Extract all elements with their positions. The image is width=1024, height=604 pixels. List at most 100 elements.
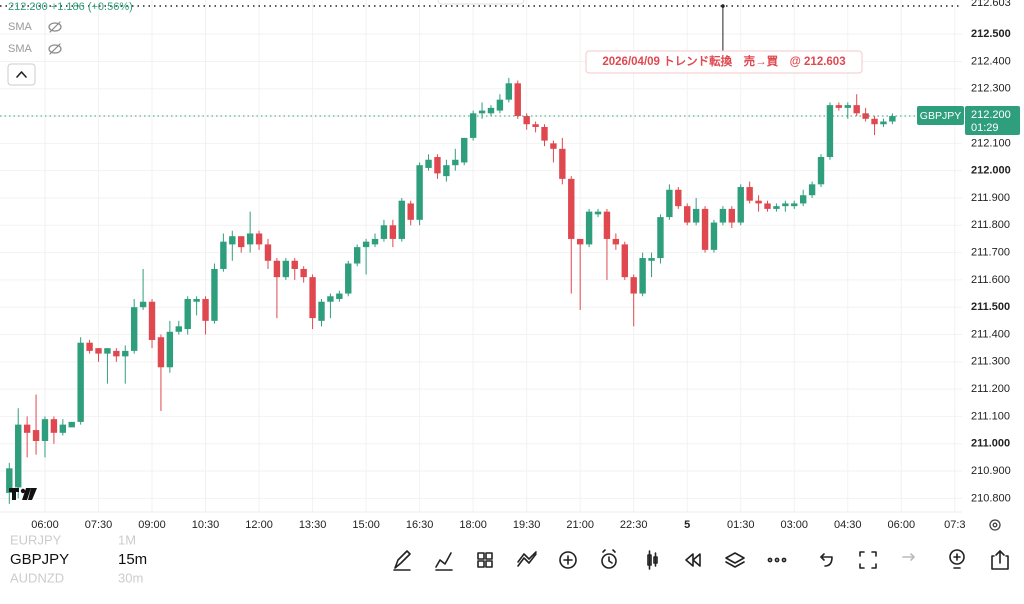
undo-tool[interactable]: [820, 553, 833, 567]
indicators-tool[interactable]: [435, 552, 453, 571]
candle-body: [505, 83, 513, 100]
candle-body: [425, 159, 432, 168]
symbol-name[interactable]: GBPJPY: [10, 551, 69, 568]
candle-body: [220, 241, 227, 269]
candle-body: [871, 118, 878, 125]
chart-area: 210.800 210.900 211.000 211.100 211.200 211.3…: [0, 0, 1024, 531]
candle-body: [122, 350, 129, 357]
candle-body: [594, 211, 602, 215]
add-tool[interactable]: [559, 551, 577, 569]
symbol-name[interactable]: EURJPY: [10, 532, 62, 547]
candle-body: [496, 99, 504, 111]
layers-tool[interactable]: [725, 552, 745, 568]
redo-tool[interactable]: [902, 553, 915, 561]
candle-body: [639, 258, 646, 294]
y-tick-label: 212.300: [971, 83, 1011, 95]
replay-tool[interactable]: [685, 553, 701, 567]
y-tick-label: 211.900: [971, 192, 1010, 204]
candle-body: [612, 238, 620, 245]
candle-body: [130, 307, 138, 351]
candle-body: [523, 116, 530, 125]
alert-tool[interactable]: [601, 549, 617, 569]
candle-body: [166, 331, 174, 368]
symbol-name[interactable]: AUDNZD: [10, 570, 64, 585]
y-tick-label: 211.300: [971, 356, 1010, 368]
more-tool[interactable]: [767, 557, 787, 563]
compare-tool[interactable]: [517, 551, 537, 567]
candle-body: [799, 195, 807, 204]
price-scale: [962, 0, 1024, 512]
indicator-label[interactable]: SMA: [8, 21, 33, 33]
candle-body: [380, 225, 388, 239]
x-tick-label: 03:00: [780, 519, 808, 531]
indicator-label[interactable]: SMA: [8, 43, 33, 55]
x-tick-label: 01:30: [727, 519, 755, 531]
signal-box: [585, 50, 863, 74]
candle-body: [853, 105, 860, 114]
candle-body: [77, 342, 84, 422]
hide-icon[interactable]: [48, 21, 62, 33]
chart-type-tool[interactable]: [647, 550, 658, 570]
y-tick-label: 211.000: [971, 438, 1010, 450]
symbol-interval[interactable]: 1M: [118, 532, 136, 547]
x-tick-label: 06:00: [31, 519, 59, 531]
x-tick-label: 07:30: [85, 519, 113, 531]
candle-body: [585, 211, 593, 245]
candle-body: [808, 184, 816, 196]
candle-body: [416, 165, 423, 220]
layout-tool[interactable]: [477, 552, 493, 568]
symbol-interval[interactable]: 15m: [118, 551, 147, 568]
candle-body: [193, 299, 200, 302]
candle-body: [95, 348, 102, 354]
candle-body: [32, 430, 40, 442]
candle-body: [710, 222, 718, 250]
candle-body: [461, 137, 468, 163]
candle-body: [23, 424, 31, 433]
candle-body: [353, 247, 361, 264]
candle-body: [621, 244, 628, 278]
candle-body: [746, 187, 753, 201]
y-tick-label: 212.000: [971, 165, 1011, 177]
candle-body: [728, 208, 736, 223]
candle-body: [817, 157, 825, 185]
candle-body: [229, 236, 236, 245]
settings-icon[interactable]: [989, 519, 1001, 531]
hide-icon[interactable]: [48, 43, 62, 55]
candle-body: [291, 260, 298, 269]
candle-body: [282, 260, 290, 278]
candle-body: [68, 421, 75, 428]
candle-body: [514, 83, 521, 117]
x-tick-label: 22:30: [620, 519, 648, 531]
y-tick-label: 211.400: [971, 328, 1010, 340]
chevron-icon: [16, 71, 27, 78]
x-tick-label: 5: [684, 519, 690, 531]
idea-tool[interactable]: [949, 549, 965, 569]
symbol-interval[interactable]: 30m: [118, 570, 143, 585]
candle-body: [50, 419, 58, 433]
candle-body: [407, 203, 414, 220]
candle-body: [202, 299, 209, 321]
y-tick-label: 211.800: [971, 219, 1010, 231]
x-tick-label: 12:00: [245, 519, 273, 531]
signal-level-label: 212.603: [971, 0, 1011, 9]
signal-dot: [721, 4, 725, 8]
candle-body: [264, 244, 272, 261]
candle-body: [532, 124, 539, 127]
fullscreen-tool[interactable]: [859, 551, 877, 569]
share-tool[interactable]: [991, 550, 1009, 570]
candle-body: [835, 105, 843, 108]
candle-body: [300, 268, 307, 278]
y-tick-label: 210.900: [971, 465, 1011, 477]
candle-body: [443, 165, 450, 177]
top-tab[interactable]: [437, 0, 525, 5]
draw-tool[interactable]: [393, 550, 411, 571]
candle-body: [559, 148, 566, 179]
signal-text: 2026/04/09 トレンド転換 売→買 @ 212.603: [602, 54, 845, 68]
x-tick-label: 07:3: [944, 519, 965, 531]
collapse-button[interactable]: [7, 63, 36, 86]
candle-body: [184, 299, 191, 330]
candle-body: [478, 110, 486, 114]
candle-body: [568, 178, 575, 239]
